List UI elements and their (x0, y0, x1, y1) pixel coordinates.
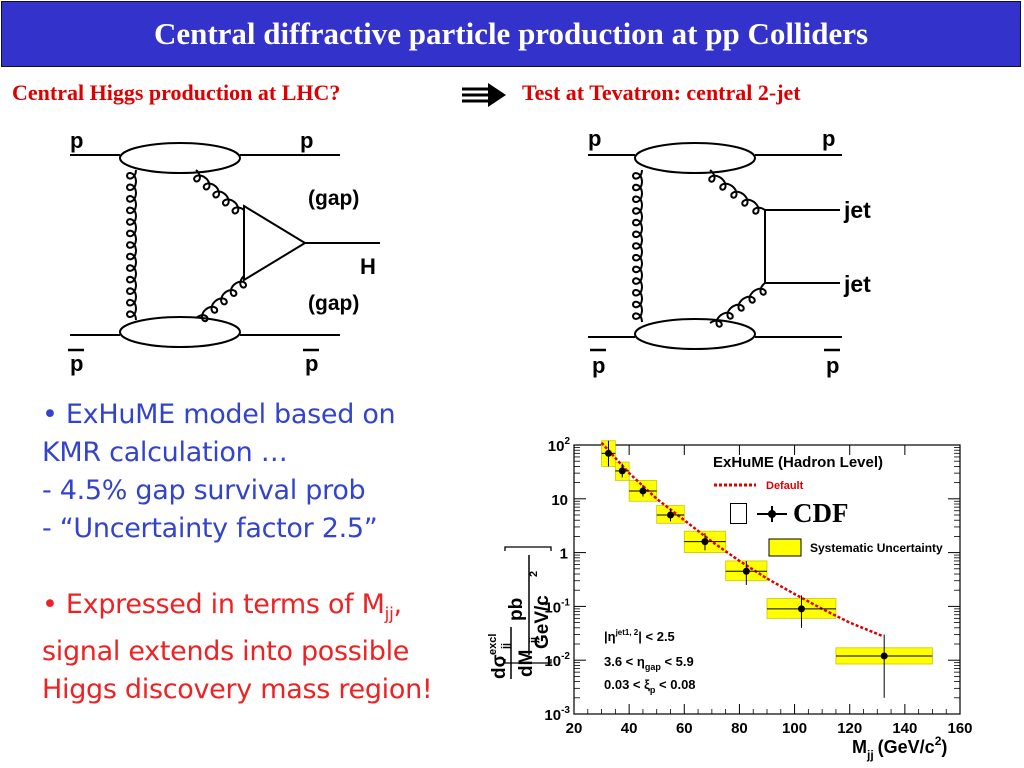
x-tick-label: 20 (566, 720, 583, 737)
model-legend-label: Default (766, 480, 804, 492)
syst-legend-swatch (768, 538, 802, 557)
svg-text:jj: jj (528, 637, 540, 644)
data-point (797, 605, 805, 613)
data-point (639, 487, 647, 495)
cdf-label: CDF (793, 498, 849, 528)
bullet-2-line-3: Higgs discovery mass region! (42, 674, 433, 706)
higgs-production-diagram: p p (gap) H (gap) p p (68, 128, 380, 376)
data-point (880, 652, 888, 660)
label-pbar-right: p (826, 353, 839, 378)
dijet-production-diagram: p p jet jet p p (588, 126, 871, 378)
data-point (701, 538, 709, 546)
slide-title: Central diffractive particle production … (153, 16, 869, 51)
y-tick-label: 10-1 (544, 597, 570, 616)
label-pbar-right: p (305, 351, 318, 376)
label-jet-1: jet (843, 197, 871, 223)
bullet-1-line-3: - 4.5% gap survival prob (42, 475, 366, 506)
data-point (604, 449, 612, 457)
missing-glyph-icon (730, 503, 747, 524)
headline-right: Test at Tevatron: central 2-jet (522, 80, 801, 105)
x-axis-label: Mjj (GeV/c2) (852, 734, 947, 762)
right-arrow-icon (462, 83, 506, 107)
model-title: ExHuME (Hadron Level) (713, 454, 883, 471)
label-p-top-right: p (300, 128, 313, 153)
headline-left: Central Higgs production at LHC? (12, 80, 341, 105)
label-jet-2: jet (843, 271, 871, 297)
bullet-1-line-1: • ExHuME model based on (42, 399, 396, 430)
x-tick-label: 80 (731, 720, 748, 737)
y-tick-label: 10-2 (544, 651, 570, 670)
bullet-2-line-1: • Expressed in terms of Mjj, (42, 589, 402, 625)
x-tick-label: 60 (676, 720, 693, 737)
svg-text:dσ: dσ (489, 654, 510, 679)
svg-text:excl: excl (487, 634, 499, 655)
x-tick-label: 140 (892, 720, 917, 737)
cross-section-chart: dσ excl jj dM jj pb GeV/c 2 10210110-110… (487, 437, 973, 762)
y-axis-unit: pb GeV/c 2 (504, 546, 553, 664)
syst-legend-label: Systematic Uncertainty (810, 541, 943, 555)
label-gap-top: (gap) (308, 187, 359, 210)
svg-text:pb: pb (506, 598, 527, 621)
bullet-1-line-4: - “Uncertainty factor 2.5” (42, 513, 378, 544)
data-point (618, 467, 626, 475)
label-p-top-left: p (70, 128, 83, 153)
x-tick-label: 100 (782, 720, 807, 737)
bullet-2-line-2: signal extends into possible (42, 636, 410, 668)
x-tick-label: 120 (837, 720, 862, 737)
svg-text:GeV/c: GeV/c (532, 595, 553, 649)
label-p-top-right: p (822, 126, 835, 151)
svg-text:jj: jj (500, 643, 512, 650)
label-higgs: H (360, 254, 376, 279)
x-tick-label: 160 (947, 720, 972, 737)
cut-eta-jet: |ηjet1, 2| < 2.5 (604, 628, 675, 644)
x-tick-label: 40 (621, 720, 638, 737)
bullet-text: • ExHuME model based on KMR calculation … (42, 396, 482, 709)
svg-text:2: 2 (528, 571, 540, 577)
cut-eta-gap: 3.6 < ηgap < 5.9 (604, 654, 694, 672)
data-point-marker-icon (757, 505, 787, 522)
model-curve (600, 441, 884, 638)
label-p-top-left: p (588, 126, 601, 151)
data-point (667, 511, 674, 519)
y-tick-label: 102 (548, 437, 571, 455)
title-bar: Central diffractive particle production … (1, 1, 1021, 67)
cut-xi: 0.03 < ξp < 0.08 (604, 677, 696, 695)
y-tick-label: 10-3 (544, 705, 570, 724)
data-point (742, 567, 750, 575)
cdf-legend: CDF (730, 498, 849, 529)
label-gap-bottom: (gap) (308, 292, 359, 315)
bullet-1-line-2: KMR calculation … (42, 437, 288, 468)
label-pbar-left: p (592, 353, 605, 378)
cut-annotations: |ηjet1, 2| < 2.5 3.6 < ηgap < 5.9 0.03 <… (604, 628, 696, 695)
y-tick-label: 10 (551, 492, 568, 509)
label-pbar-left: p (70, 351, 83, 376)
y-tick-label: 1 (560, 546, 568, 563)
